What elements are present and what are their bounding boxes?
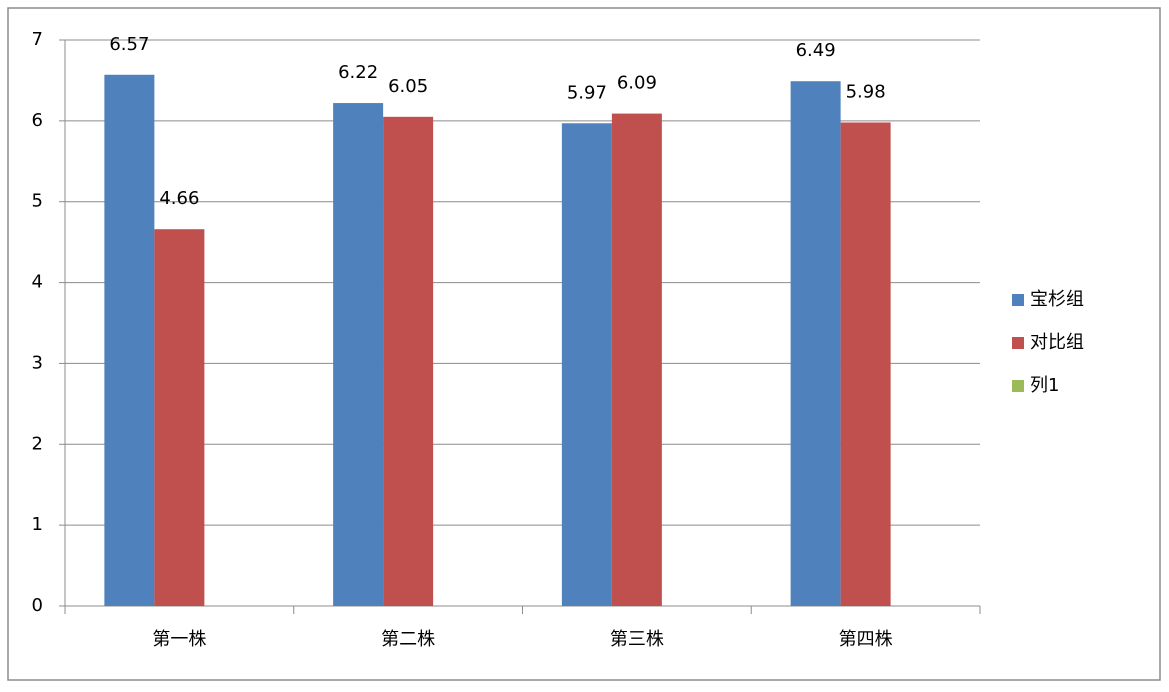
data-label: 5.98 [846,81,886,102]
x-tick-label: 第一株 [152,629,206,650]
bar [154,229,205,606]
y-tick-label: 2 [32,433,43,454]
data-label: 6.05 [388,76,428,97]
bar [840,122,891,606]
y-tick-label: 3 [32,352,43,373]
bar [104,74,155,607]
y-tick-label: 1 [32,514,43,535]
y-tick-label: 7 [32,29,43,50]
x-tick-label: 第四株 [839,629,893,650]
y-tick-label: 4 [32,272,43,293]
legend-swatch [1012,294,1024,306]
legend-label: 宝杉组 [1030,289,1084,310]
bar [611,113,662,606]
legend-label: 对比组 [1030,332,1084,353]
y-tick-label: 5 [32,191,43,212]
y-tick-label: 0 [32,595,43,616]
data-label: 5.97 [567,82,607,103]
data-label: 6.22 [338,62,378,83]
data-label: 6.49 [796,40,836,61]
bar [790,81,841,607]
y-tick-label: 6 [32,110,43,131]
bar [333,103,384,606]
bar [383,116,434,607]
legend-label: 列1 [1030,375,1059,396]
data-label: 4.66 [159,188,199,209]
legend-swatch [1012,337,1024,349]
bar [561,123,612,606]
data-label: 6.09 [617,73,657,94]
legend-swatch [1012,380,1024,392]
data-label: 6.57 [109,34,149,55]
x-tick-label: 第二株 [381,629,435,650]
x-tick-label: 第三株 [610,629,664,650]
